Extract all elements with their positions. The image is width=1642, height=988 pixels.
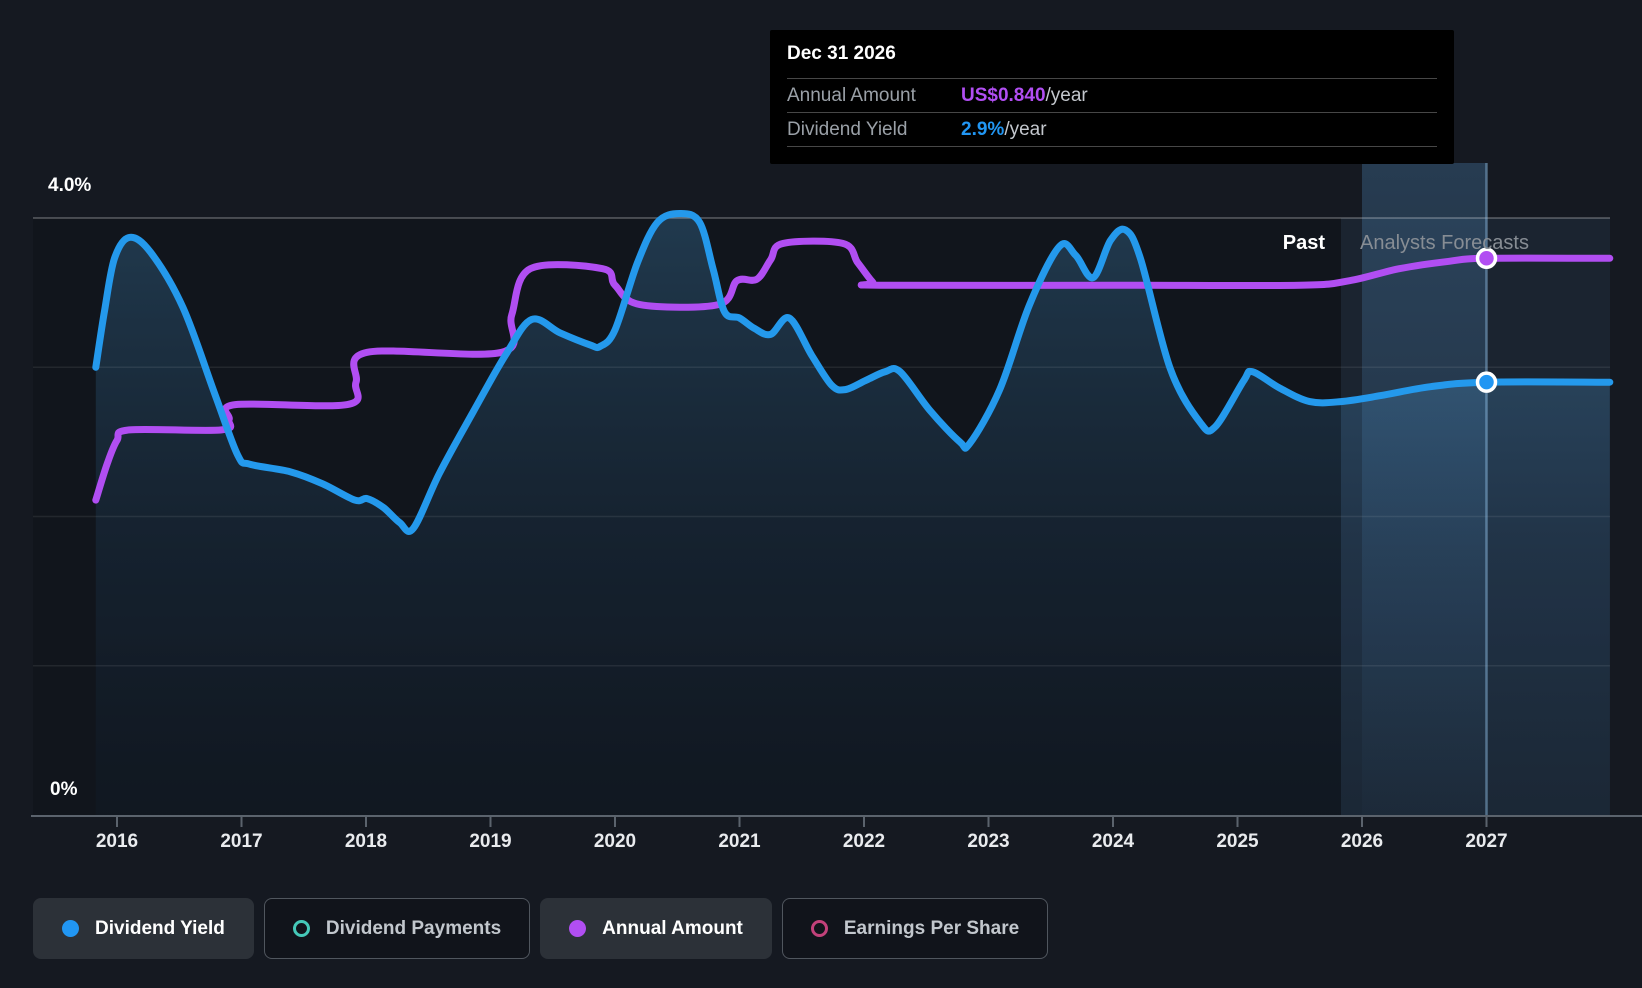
year-label-2027: 2027 xyxy=(1465,831,1508,852)
past-label: Past xyxy=(1282,232,1325,254)
analysts-forecasts-label: Analysts Forecasts xyxy=(1360,232,1529,254)
legend-label: Annual Amount xyxy=(602,917,743,939)
x-axis-ticks xyxy=(116,816,1488,827)
year-label-2024: 2024 xyxy=(1091,831,1135,852)
year-label-2026: 2026 xyxy=(1340,831,1384,852)
tooltip-value-suffix: /year xyxy=(1045,84,1088,106)
year-label-2022: 2022 xyxy=(842,831,886,852)
year-label-2017: 2017 xyxy=(220,831,263,852)
dividend-yield-marker-dot xyxy=(1475,371,1498,393)
tooltip-value: 2.9% xyxy=(961,118,1005,140)
tooltip-row-dividend-yield: Dividend Yield 2.9%/year xyxy=(787,112,1437,147)
tooltip-label: Dividend Yield xyxy=(787,118,908,140)
chart-tooltip: Dec 31 2026 Annual Amount US$0.840/year … xyxy=(770,30,1454,164)
legend-label: Earnings Per Share xyxy=(843,917,1020,939)
legend-toggle-earnings-per-share[interactable]: Earnings Per Share xyxy=(781,898,1049,959)
dividend-yield-dot-icon xyxy=(62,920,79,937)
legend-toggle-dividend-yield[interactable]: Dividend Yield xyxy=(33,898,254,959)
annual-amount-dot-icon xyxy=(569,920,587,937)
tooltip-value-suffix: /year xyxy=(1004,118,1047,140)
legend-toggle-dividend-payments[interactable]: Dividend Payments xyxy=(263,898,531,959)
tooltip-date: Dec 31 2026 xyxy=(787,43,896,64)
y-axis-bottom-label: 0% xyxy=(50,779,78,800)
past-region-overlay xyxy=(33,218,1341,815)
tooltip-value: US$0.840 xyxy=(961,84,1046,106)
legend-label: Dividend Payments xyxy=(325,917,502,939)
dividend-yield-area xyxy=(95,213,1610,815)
tooltip-row-annual-amount: Annual Amount US$0.840/year xyxy=(787,78,1437,112)
year-label-2016: 2016 xyxy=(95,831,139,852)
dividend-yield-line xyxy=(92,209,1614,535)
year-label-2021: 2021 xyxy=(718,831,761,852)
year-label-2018: 2018 xyxy=(344,831,388,852)
earnings-per-share-ring-icon xyxy=(810,920,828,937)
y-axis-top-label: 4.0% xyxy=(48,175,92,196)
year-label-2023: 2023 xyxy=(967,831,1010,852)
legend-label: Dividend Yield xyxy=(95,917,225,939)
year-label-2025: 2025 xyxy=(1216,831,1259,852)
annual-amount-marker-dot xyxy=(1475,247,1498,270)
legend-toggle-annual-amount[interactable]: Annual Amount xyxy=(540,898,772,959)
tooltip-label: Annual Amount xyxy=(787,84,916,106)
year-label-2019: 2019 xyxy=(469,831,512,852)
dividend-payments-ring-icon xyxy=(292,920,310,937)
chart-legend: Dividend Yield Dividend Payments Annual … xyxy=(33,898,1049,959)
year-label-2020: 2020 xyxy=(593,831,637,852)
